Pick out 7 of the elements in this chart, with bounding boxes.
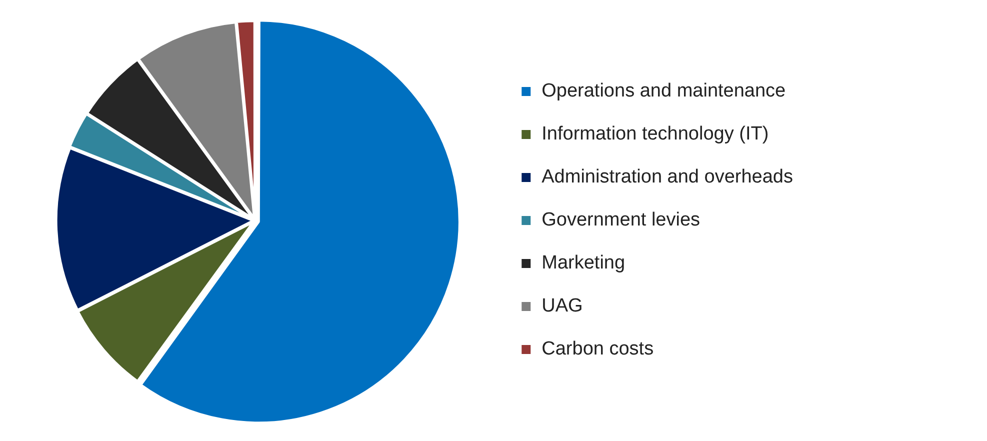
legend-label: Information technology (IT) xyxy=(542,124,769,145)
legend-label: Marketing xyxy=(542,252,626,274)
legend-label: Government levies xyxy=(542,210,700,231)
legend-label: UAG xyxy=(542,296,583,317)
legend-label: Carbon costs xyxy=(542,338,654,360)
legend-label: Administration and overheads xyxy=(542,166,794,188)
legend-label: Operations and maintenance xyxy=(542,80,786,102)
